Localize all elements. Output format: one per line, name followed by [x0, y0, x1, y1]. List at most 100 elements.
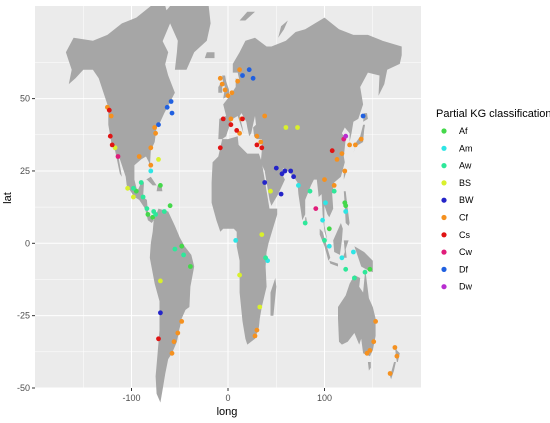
- point-aw: [362, 269, 368, 275]
- point-cf: [148, 162, 154, 168]
- point-aw: [161, 209, 167, 214]
- land-philippines: [343, 191, 350, 226]
- point-cf: [169, 350, 175, 356]
- legend-label-dw: Dw: [459, 282, 472, 292]
- point-aw: [131, 185, 136, 191]
- point-cf: [373, 319, 378, 324]
- point-bs: [125, 185, 130, 191]
- point-af: [158, 183, 163, 188]
- point-cf: [217, 75, 223, 81]
- point-am: [323, 200, 328, 206]
- point-cf: [339, 151, 345, 157]
- point-cs: [107, 133, 113, 139]
- legend-key-bw: [441, 197, 447, 203]
- legend-key-dw: [441, 284, 447, 290]
- point-cs: [156, 336, 161, 342]
- point-cs: [217, 145, 223, 151]
- point-aw: [302, 220, 308, 226]
- legend-label-cs: Cs: [459, 230, 470, 240]
- point-cf: [222, 87, 228, 93]
- point-aw: [331, 188, 337, 194]
- point-df: [250, 75, 256, 81]
- point-cf: [108, 113, 114, 119]
- point-cw: [115, 154, 121, 159]
- point-cf: [334, 157, 340, 162]
- y-tick-label: -50: [17, 383, 30, 393]
- point-aw: [144, 206, 150, 212]
- point-cf: [322, 177, 327, 183]
- point-df: [168, 99, 174, 104]
- point-am: [296, 183, 301, 188]
- point-bw: [288, 168, 294, 174]
- legend-key-cs: [441, 232, 447, 238]
- point-bs: [295, 125, 300, 130]
- land-borneo: [333, 223, 343, 255]
- point-cf: [225, 93, 231, 99]
- y-axis-title: lat: [2, 192, 14, 204]
- x-tick-label: 100: [317, 393, 332, 403]
- land-svalbard: [239, 11, 255, 21]
- land-novaya-zemlya: [278, 20, 288, 38]
- point-aw: [352, 275, 357, 281]
- legend-label-bs: BS: [459, 178, 471, 188]
- land-madagascar: [270, 278, 277, 316]
- point-cf: [229, 90, 235, 96]
- legend-label-df: Df: [459, 264, 468, 274]
- legend-label-cw: Cw: [459, 247, 472, 257]
- point-cf: [392, 345, 398, 350]
- point-cs: [240, 116, 245, 122]
- point-af: [167, 203, 173, 209]
- legend-label-cf: Cf: [459, 213, 468, 223]
- point-aw: [322, 238, 327, 243]
- point-cf: [219, 81, 225, 87]
- point-df: [246, 67, 252, 73]
- point-am: [351, 249, 356, 255]
- point-bw: [291, 174, 296, 180]
- point-bs: [268, 188, 273, 194]
- legend-key-cw: [441, 249, 447, 255]
- point-cf: [353, 142, 358, 148]
- legend-key-am: [441, 145, 447, 151]
- axes: -100 0 100 -50 -25 0 25 50: [17, 94, 332, 403]
- point-cf: [254, 327, 260, 333]
- point-bw: [262, 180, 268, 185]
- x-tick-label: -100: [122, 393, 140, 403]
- legend-title: Partial KG classification: [436, 108, 550, 120]
- point-aw: [140, 194, 146, 200]
- point-am: [343, 209, 349, 214]
- legend-label-am: Am: [459, 143, 473, 153]
- legend: Partial KG classification Af Am Aw BS BW Cf Cs…: [436, 108, 550, 292]
- point-cf: [175, 330, 181, 336]
- land-australia: [338, 272, 376, 357]
- point-bw: [278, 191, 284, 197]
- point-cs: [329, 148, 335, 154]
- point-cs: [254, 142, 260, 148]
- point-cf: [347, 142, 352, 148]
- point-am: [320, 217, 325, 223]
- point-af: [150, 214, 156, 220]
- point-bs: [259, 232, 265, 238]
- land-iceland: [204, 52, 215, 59]
- legend-key-af: [441, 128, 447, 134]
- point-cf: [358, 136, 364, 142]
- point-bw: [273, 165, 279, 171]
- point-cf: [252, 333, 258, 339]
- land-greenland: [160, 6, 211, 70]
- point-bs: [158, 278, 163, 284]
- point-bs: [237, 272, 243, 278]
- point-cf: [153, 130, 159, 136]
- point-af: [188, 264, 193, 269]
- point-aw: [172, 246, 178, 252]
- land-sumatra: [319, 228, 331, 261]
- point-am: [326, 243, 332, 249]
- point-aw: [138, 180, 144, 185]
- point-aw: [263, 255, 268, 261]
- land-victoria-island: [114, 32, 132, 47]
- point-bs: [257, 304, 263, 310]
- point-bs: [112, 145, 118, 151]
- point-df: [360, 113, 366, 119]
- legend-items: Af Am Aw BS BW Cf Cs Cw Df Dw: [441, 126, 474, 292]
- point-af: [179, 243, 185, 249]
- point-af: [145, 212, 151, 217]
